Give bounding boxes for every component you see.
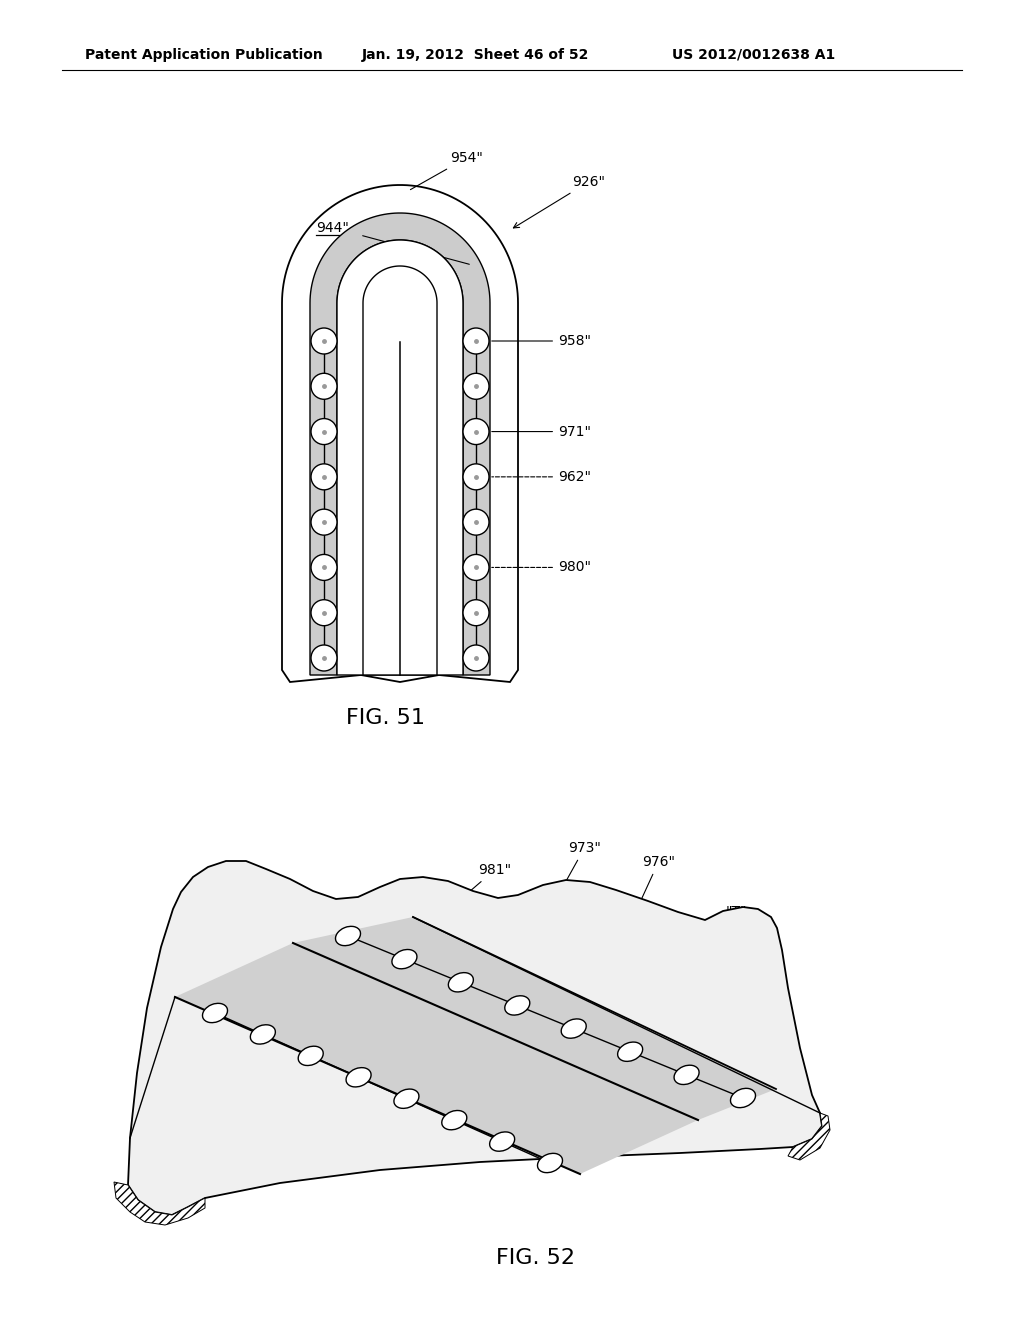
Ellipse shape bbox=[561, 1019, 586, 1039]
Circle shape bbox=[463, 374, 489, 399]
Text: 954": 954" bbox=[411, 150, 483, 190]
Circle shape bbox=[311, 645, 337, 671]
Circle shape bbox=[463, 645, 489, 671]
Ellipse shape bbox=[441, 1110, 467, 1130]
Ellipse shape bbox=[203, 1003, 227, 1023]
Circle shape bbox=[311, 374, 337, 399]
Text: 976": 976" bbox=[609, 855, 675, 969]
Ellipse shape bbox=[617, 1041, 643, 1061]
Circle shape bbox=[311, 327, 337, 354]
Text: Patent Application Publication: Patent Application Publication bbox=[85, 48, 323, 62]
Circle shape bbox=[463, 599, 489, 626]
Ellipse shape bbox=[394, 1089, 419, 1109]
Text: 962": 962" bbox=[492, 470, 591, 484]
Polygon shape bbox=[337, 240, 463, 675]
Polygon shape bbox=[175, 942, 698, 1173]
Circle shape bbox=[463, 327, 489, 354]
Polygon shape bbox=[788, 1113, 830, 1160]
Polygon shape bbox=[362, 267, 437, 675]
Text: 941": 941" bbox=[273, 906, 331, 958]
Ellipse shape bbox=[538, 1154, 562, 1172]
Text: Jan. 19, 2012  Sheet 46 of 52: Jan. 19, 2012 Sheet 46 of 52 bbox=[362, 48, 590, 62]
Ellipse shape bbox=[392, 949, 417, 969]
Text: 958": 958" bbox=[492, 334, 591, 348]
Polygon shape bbox=[282, 185, 518, 682]
Polygon shape bbox=[114, 1181, 205, 1225]
Polygon shape bbox=[128, 861, 822, 1214]
Circle shape bbox=[463, 418, 489, 445]
Ellipse shape bbox=[298, 1047, 324, 1065]
Circle shape bbox=[463, 463, 489, 490]
Text: 969": 969" bbox=[248, 965, 282, 1031]
Text: FIG. 51: FIG. 51 bbox=[345, 708, 425, 729]
Polygon shape bbox=[310, 213, 490, 675]
Circle shape bbox=[463, 554, 489, 581]
Polygon shape bbox=[293, 917, 776, 1119]
Circle shape bbox=[311, 418, 337, 445]
Text: 980": 980" bbox=[492, 561, 591, 574]
Ellipse shape bbox=[674, 1065, 699, 1085]
Text: 981": 981" bbox=[427, 863, 511, 928]
Ellipse shape bbox=[250, 1024, 275, 1044]
Ellipse shape bbox=[346, 1068, 371, 1086]
Text: 971": 971" bbox=[492, 425, 591, 438]
Ellipse shape bbox=[505, 995, 529, 1015]
Ellipse shape bbox=[336, 927, 360, 945]
Circle shape bbox=[311, 554, 337, 581]
Circle shape bbox=[311, 599, 337, 626]
Ellipse shape bbox=[449, 973, 473, 991]
Text: 944": 944" bbox=[316, 220, 349, 235]
Text: FIG. 52: FIG. 52 bbox=[496, 1247, 574, 1269]
Ellipse shape bbox=[730, 1088, 756, 1107]
Text: 973": 973" bbox=[566, 841, 601, 880]
Circle shape bbox=[463, 510, 489, 535]
Text: "T": "T" bbox=[726, 906, 748, 940]
Ellipse shape bbox=[489, 1133, 515, 1151]
Text: 926": 926" bbox=[513, 176, 605, 228]
Circle shape bbox=[311, 463, 337, 490]
Text: US 2012/0012638 A1: US 2012/0012638 A1 bbox=[672, 48, 836, 62]
Circle shape bbox=[311, 510, 337, 535]
